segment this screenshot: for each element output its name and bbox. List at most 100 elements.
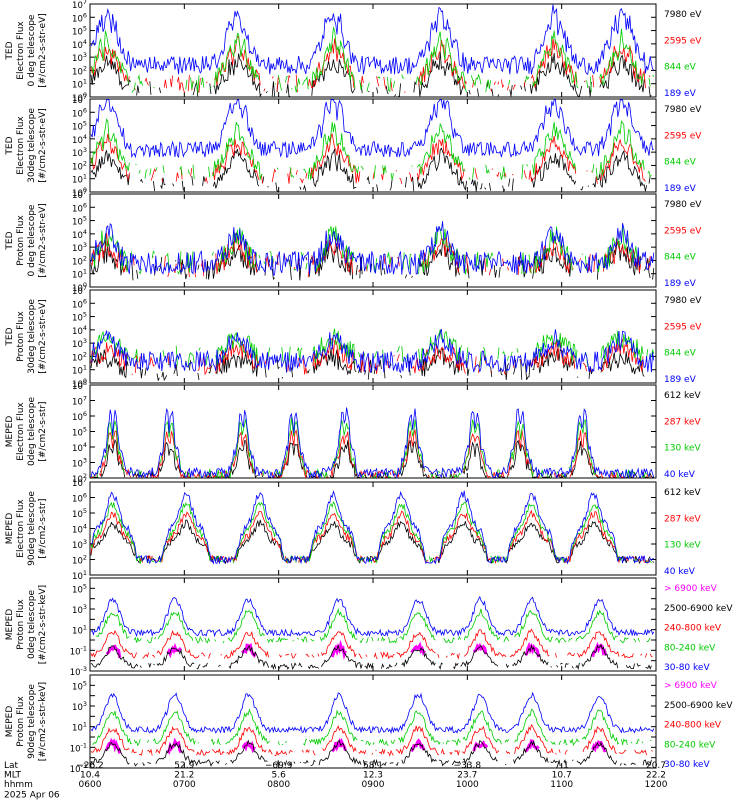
- legend-entry: 80-240 keV: [664, 643, 716, 653]
- y-tick-exponent: 2: [83, 159, 87, 167]
- y-tick-label: 105: [72, 215, 87, 228]
- y-tick-exponent: 4: [83, 228, 87, 236]
- y-tick-exponent: 3: [83, 337, 87, 345]
- legend-entry: 189 eV: [664, 375, 697, 385]
- legend-entry: > 6900 keV: [664, 681, 718, 691]
- tick-lat: −26.2: [76, 761, 104, 771]
- y-tick-exponent: 2: [83, 472, 87, 480]
- y-axis-label: 0deg telescope: [27, 590, 37, 660]
- y-axis-label: 0 deg telescope: [27, 14, 37, 86]
- y-tick-exponent: -3: [81, 665, 87, 673]
- legend-entry: 2595 eV: [664, 322, 702, 332]
- series-line: [91, 226, 653, 275]
- y-tick-label: 107: [72, 395, 87, 408]
- y-tick-exponent: 4: [83, 324, 87, 332]
- y-tick-exponent: 6: [83, 410, 87, 418]
- y-tick-exponent: -1: [81, 741, 87, 749]
- panel-7: 10-3 10-1 101 103 105 MEPED Proton Flux 0deg te…: [5, 577, 733, 678]
- y-axis-label: [#/cm2-s-str]: [38, 401, 48, 461]
- y-tick-label: 102: [72, 254, 87, 267]
- y-axis-label: [#/cm2-s-str-eV]: [38, 108, 48, 183]
- legend-entry: 240-800 keV: [664, 721, 722, 731]
- y-axis-label: Proton Flux: [16, 215, 26, 266]
- y-tick-exponent: -1: [81, 644, 87, 652]
- y-axis-label: Electron Flux: [16, 116, 26, 175]
- y-tick-exponent: 0: [83, 91, 87, 99]
- y-axis-label: [#/cm2-s-str-eV]: [38, 203, 48, 278]
- y-tick-label: 105: [72, 507, 87, 520]
- y-tick-label: 103: [72, 457, 87, 470]
- y-tick-label: 103: [72, 51, 87, 64]
- y-tick-exponent: 6: [83, 11, 87, 19]
- y-tick-label: 104: [72, 133, 87, 146]
- series-line: [90, 691, 655, 735]
- tick-hhmm: 1000: [456, 780, 479, 790]
- tick-mlt: 12.3: [363, 771, 383, 781]
- y-tick-exponent: 5: [83, 426, 87, 434]
- y-tick-label: 10-3: [70, 665, 87, 678]
- legend-entry: > 6900 keV: [664, 584, 718, 594]
- tick-mlt: 10.7: [552, 771, 572, 781]
- y-tick-label: 104: [72, 523, 87, 536]
- y-axis-label: MEPED: [5, 706, 15, 738]
- tick-mlt: 22.2: [646, 771, 666, 781]
- y-tick-label: 102: [72, 64, 87, 77]
- tick-lat: 52.9: [174, 761, 194, 771]
- y-tick-exponent: 4: [83, 133, 87, 141]
- tick-mlt: 23.7: [457, 771, 477, 781]
- y-tick-exponent: 3: [83, 700, 87, 708]
- series-line: [90, 628, 653, 660]
- y-tick-label: 107: [72, 0, 87, 11]
- y-axis-label: Proton Flux: [16, 696, 26, 747]
- y-tick-exponent: 3: [83, 241, 87, 249]
- legend-entry: 40 keV: [664, 470, 696, 480]
- legend-entry: 2500-6900 keV: [664, 604, 733, 614]
- y-tick-label: 104: [72, 228, 87, 241]
- y-tick-exponent: 1: [83, 721, 87, 729]
- y-tick-label: 101: [72, 173, 87, 186]
- y-tick-exponent: 3: [83, 457, 87, 465]
- y-tick-exponent: 7: [83, 395, 87, 403]
- legend-entry: 189 eV: [664, 279, 697, 289]
- y-tick-label: 103: [72, 337, 87, 350]
- y-tick-exponent: 7: [83, 93, 87, 101]
- legend-entry: 30-80 keV: [664, 663, 710, 673]
- y-tick-exponent: 2: [83, 64, 87, 72]
- y-axis-label: [#/cm2-s-str-keV]: [38, 585, 48, 664]
- y-tick-exponent: 4: [83, 441, 87, 449]
- y-axis-label: [#/cm2-s-str-keV]: [38, 682, 48, 761]
- y-axis-label: 0deg telescope: [27, 397, 37, 467]
- y-tick-exponent: 7: [83, 0, 87, 6]
- series-line: [90, 489, 654, 565]
- y-tick-exponent: 5: [83, 311, 87, 319]
- y-tick-exponent: 1: [83, 173, 87, 181]
- legend-entry: 189 eV: [664, 184, 697, 194]
- y-tick-exponent: 0: [83, 377, 87, 385]
- y-tick-exponent: 3: [83, 538, 87, 546]
- y-tick-exponent: 0: [83, 281, 87, 289]
- y-axis-label: MEPED: [5, 609, 15, 641]
- time-axis-row-label: hhmm: [4, 780, 33, 790]
- legend-entry: 612 keV: [664, 391, 701, 401]
- y-tick-label: 106: [72, 11, 87, 24]
- y-tick-label: 103: [72, 603, 87, 616]
- y-tick-label: 101: [72, 364, 87, 377]
- y-tick-exponent: 1: [83, 78, 87, 86]
- y-tick-label: 103: [72, 700, 87, 713]
- legend-entry: 287 keV: [664, 417, 701, 427]
- y-tick-exponent: 7: [83, 476, 87, 484]
- y-axis-label: 0 deg telescope: [27, 204, 37, 276]
- y-tick-exponent: 4: [83, 38, 87, 46]
- y-tick-label: 105: [72, 582, 87, 595]
- legend-entry: 612 keV: [664, 488, 701, 498]
- time-axis-row-label: MLT: [4, 771, 22, 781]
- y-tick-exponent: 0: [83, 186, 87, 194]
- legend-entry: 240-800 keV: [664, 624, 722, 634]
